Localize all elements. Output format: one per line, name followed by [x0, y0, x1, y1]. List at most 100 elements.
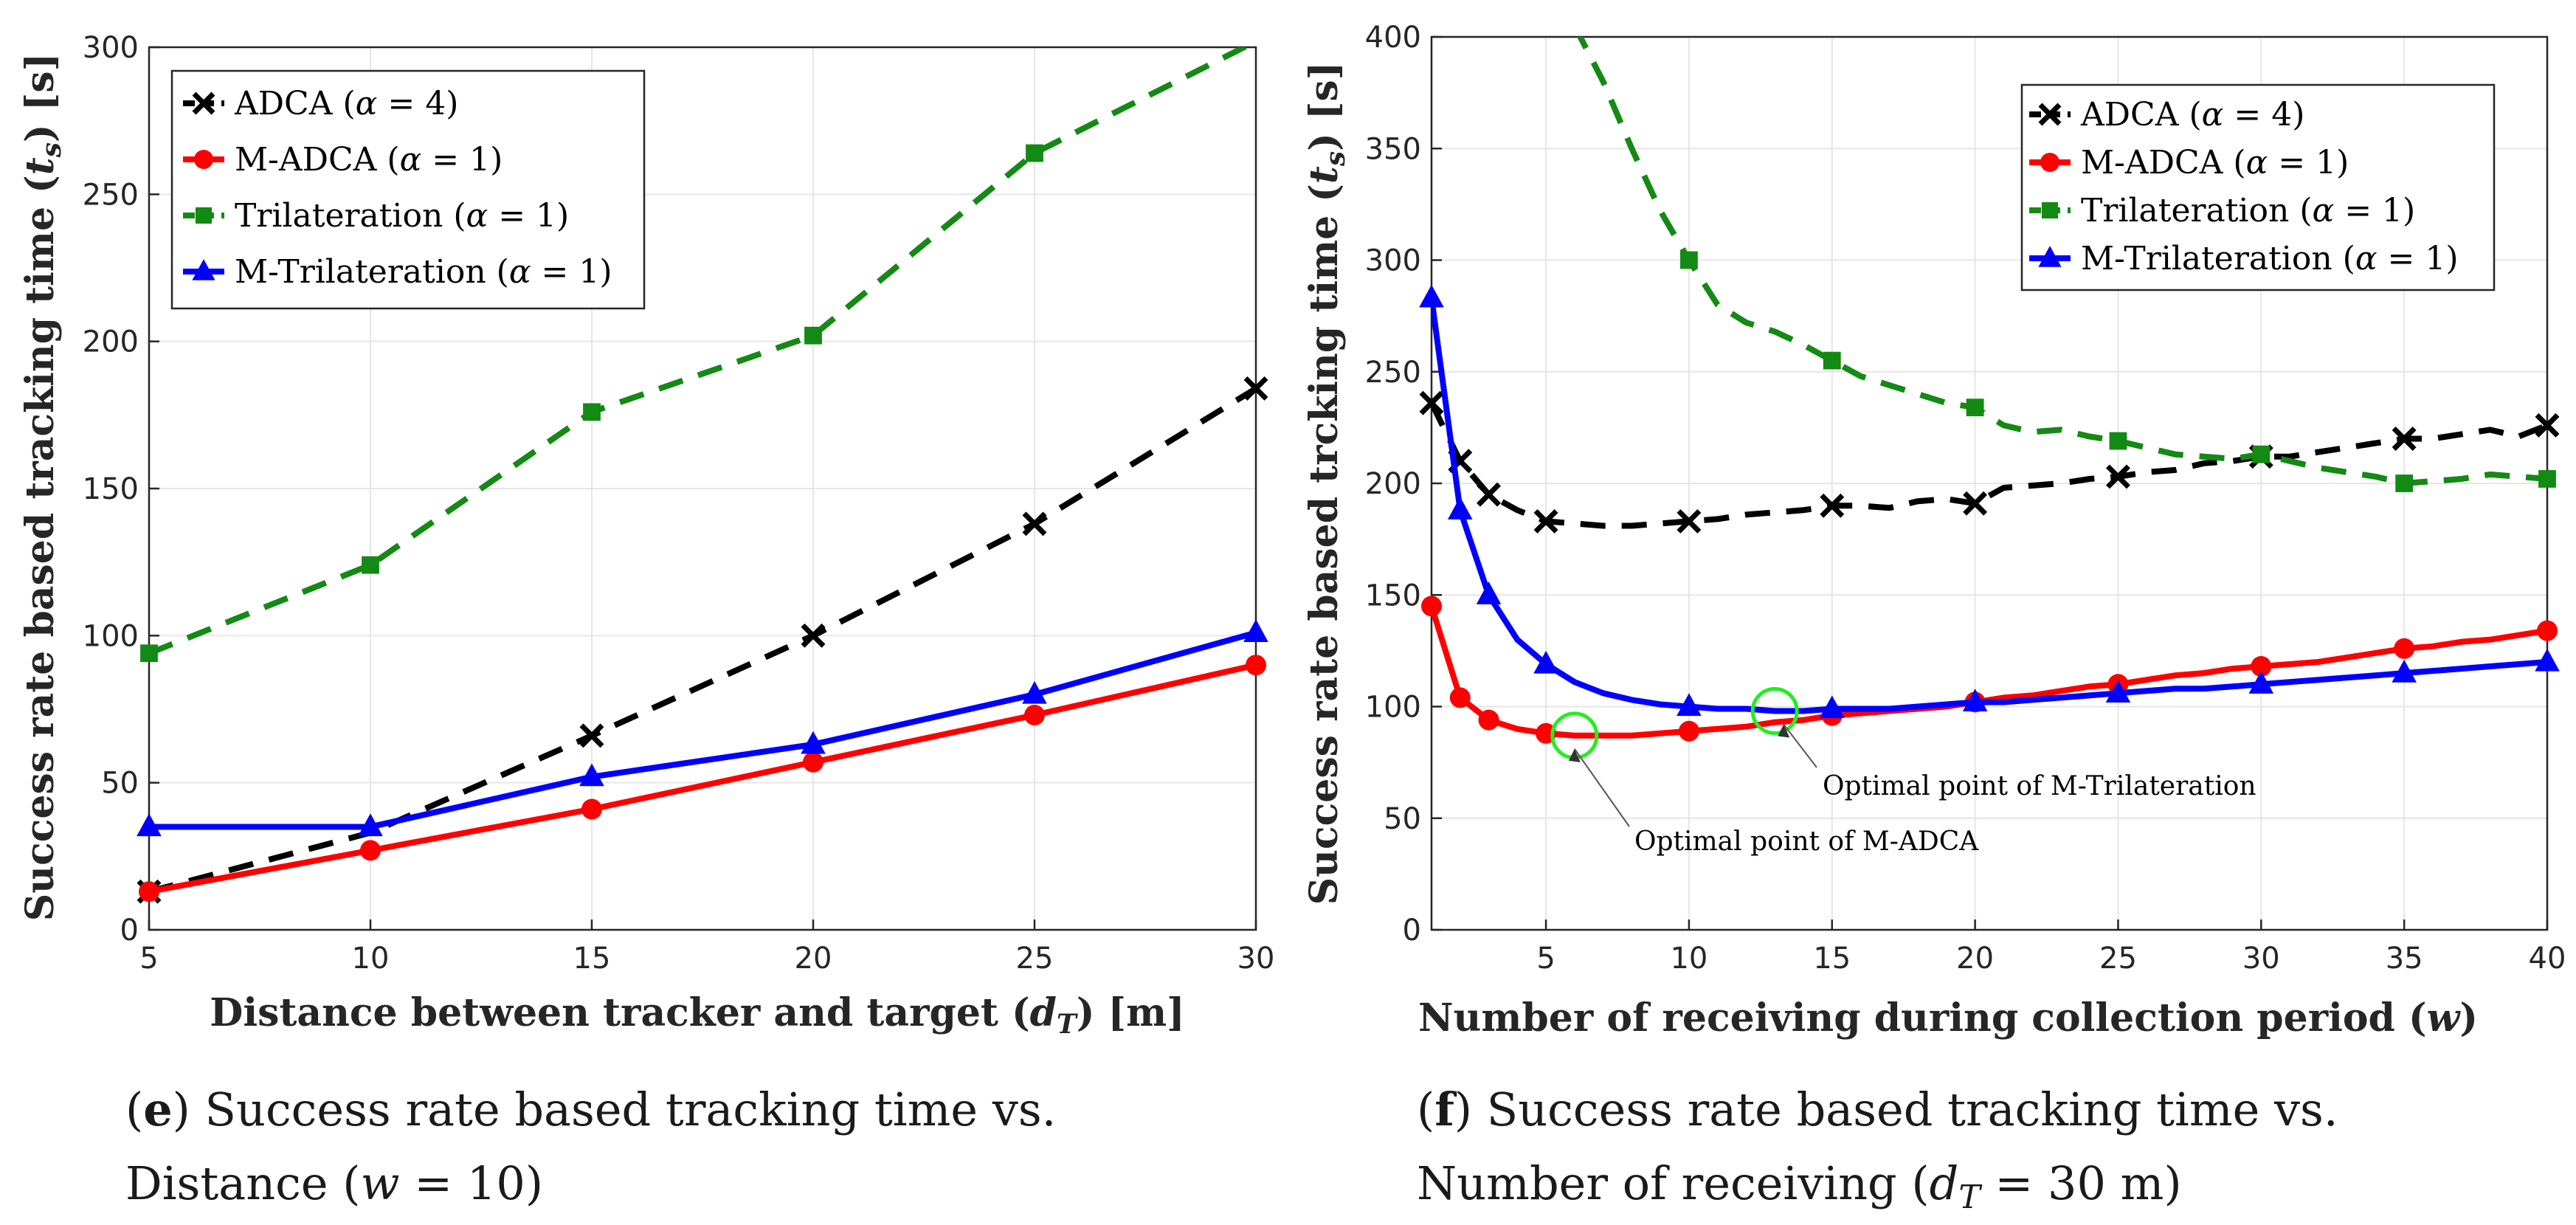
- data-point-x-marker: [2105, 464, 2130, 489]
- legend-circle-marker: [194, 150, 213, 169]
- panel-e-series: [137, 47, 1268, 904]
- legend-label: M-ADCA (α = 1): [235, 141, 503, 179]
- legend-label: M-Trilateration (α = 1): [2081, 240, 2459, 277]
- data-point-x-marker: [1022, 511, 1047, 536]
- data-point-x-marker: [579, 723, 604, 748]
- panel-f-y-axis-label: Success rate based trcking time (ts) [s]: [1302, 62, 1351, 905]
- data-point-square-marker: [362, 556, 379, 574]
- y-tick-label: 0: [120, 914, 139, 948]
- legend-label: ADCA (α = 4): [234, 85, 458, 122]
- legend-entry: M-ADCA (α = 1): [2029, 144, 2349, 182]
- x-tick-label: 5: [139, 942, 158, 976]
- panel-e-caption-line2: Distance (w = 10): [125, 1156, 543, 1210]
- x-tick-label: 10: [352, 942, 390, 976]
- data-point-square-marker: [1823, 351, 1841, 370]
- data-point-triangle-marker: [1476, 582, 1502, 604]
- panel-f-caption-line1: (f) Success rate based tracking time vs.: [1417, 1083, 2338, 1136]
- panel-f-caption-line2: Number of receiving (dT = 30 m): [1417, 1156, 2182, 1216]
- panel-e-legend: ADCA (α = 4) M-ADCA (α = 1) Trilateration …: [170, 69, 646, 310]
- data-point-circle-marker: [803, 751, 823, 773]
- data-point-x-marker: [801, 623, 826, 648]
- data-point-x-marker: [1477, 482, 1502, 507]
- legend-square-marker: [2041, 201, 2059, 219]
- data-point-triangle-marker: [1447, 497, 1473, 520]
- panel-f-legend: ADCA (α = 4) M-ADCA (α = 1) Trilateration …: [2020, 83, 2496, 291]
- y-tick-label: 150: [1365, 579, 1421, 612]
- x-tick-label: 40: [2529, 942, 2566, 976]
- data-point-triangle-marker: [358, 813, 383, 837]
- series-line: [1432, 297, 2547, 714]
- x-tick-label: 30: [1237, 942, 1275, 976]
- legend-entry: M-ADCA (α = 1): [183, 141, 503, 179]
- legend-x-marker: [2038, 103, 2062, 126]
- legend-circle-marker: [2040, 153, 2059, 172]
- legend-entry: ADCA (α = 4): [2029, 96, 2304, 134]
- data-point-circle-marker: [139, 881, 159, 903]
- series-line: [149, 47, 1251, 657]
- x-tick-label: 20: [795, 942, 832, 976]
- legend-triangle-marker: [2038, 246, 2062, 267]
- data-point-triangle-marker: [1819, 695, 1845, 719]
- series-square-2: [140, 47, 1251, 663]
- data-point-x-marker: [1963, 491, 1988, 516]
- data-point-triangle-marker: [1962, 689, 1988, 712]
- legend-triangle-marker: [192, 259, 215, 280]
- legend-entry: M-Trilateration (α = 1): [183, 253, 612, 291]
- y-tick-label: 150: [83, 472, 139, 506]
- panel-f-series: [1419, 37, 2560, 744]
- y-tick-label: 250: [83, 178, 139, 212]
- y-tick-label: 0: [1403, 914, 1421, 948]
- panel-f-legend-box: [2020, 83, 2496, 291]
- panel-f-annotations: Optimal point of M-Trilateration Optimal …: [1550, 687, 2256, 857]
- arrow-icon: [1778, 724, 1790, 738]
- data-point-square-marker: [2109, 432, 2127, 450]
- panel-f-legend-entries: ADCA (α = 4) M-ADCA (α = 1) Trilateration …: [2029, 96, 2459, 277]
- data-point-square-marker: [1680, 251, 1698, 269]
- arrow-icon: [1568, 748, 1581, 762]
- series-line: [149, 629, 1256, 830]
- legend-label: Trilateration (α = 1): [2081, 192, 2415, 230]
- x-tick-label: 15: [1813, 942, 1851, 976]
- series-circle-1: [139, 655, 1266, 903]
- series-line: [149, 662, 1256, 895]
- annotation-1: Optimal point of M-ADCA: [1550, 711, 1979, 857]
- data-point-circle-marker: [581, 798, 602, 820]
- data-point-circle-marker: [1678, 720, 1699, 742]
- annotation-label: Optimal point of M-ADCA: [1634, 827, 1979, 857]
- legend-label: M-ADCA (α = 1): [2081, 144, 2349, 182]
- series-line: [1432, 605, 2547, 739]
- data-point-triangle-marker: [1419, 284, 1444, 308]
- optimal-point-circle: [1750, 687, 1799, 736]
- series-line: [149, 386, 1256, 895]
- legend-label: M-Trilateration (α = 1): [235, 253, 612, 291]
- data-point-triangle-marker: [2248, 671, 2274, 694]
- y-tick-label: 100: [83, 619, 139, 653]
- annotation-leader-line: [1783, 723, 1817, 768]
- data-point-circle-marker: [1478, 709, 1499, 731]
- data-point-triangle-marker: [2392, 659, 2417, 683]
- series-x-0: [1419, 390, 2560, 534]
- x-tick-label: 35: [2386, 942, 2423, 976]
- annotation-0: Optimal point of M-Trilateration: [1750, 687, 2256, 801]
- data-point-circle-marker: [360, 840, 381, 861]
- series-triangle-3: [1419, 284, 2560, 719]
- data-point-square-marker: [2395, 475, 2414, 492]
- legend-entry: ADCA (α = 4): [183, 85, 458, 122]
- data-point-square-marker: [1026, 144, 1043, 162]
- data-point-triangle-marker: [2535, 648, 2560, 672]
- panel-e-caption-line1: (e) Success rate based tracking time vs.: [125, 1083, 1056, 1136]
- data-point-x-marker: [2535, 413, 2560, 438]
- data-point-triangle-marker: [1533, 650, 1558, 674]
- x-tick-label: 15: [573, 942, 611, 976]
- series-line: [1432, 401, 2547, 529]
- data-point-x-marker: [1419, 390, 1444, 415]
- y-tick-label: 50: [1384, 802, 1421, 836]
- data-point-triangle-marker: [1243, 619, 1268, 642]
- panel-f-x-axis-label: Number of receiving during collection pe…: [1418, 995, 2478, 1041]
- series-square-2: [1577, 37, 2556, 492]
- panel-e-legend-box: [170, 69, 646, 310]
- data-point-circle-marker: [1024, 704, 1045, 725]
